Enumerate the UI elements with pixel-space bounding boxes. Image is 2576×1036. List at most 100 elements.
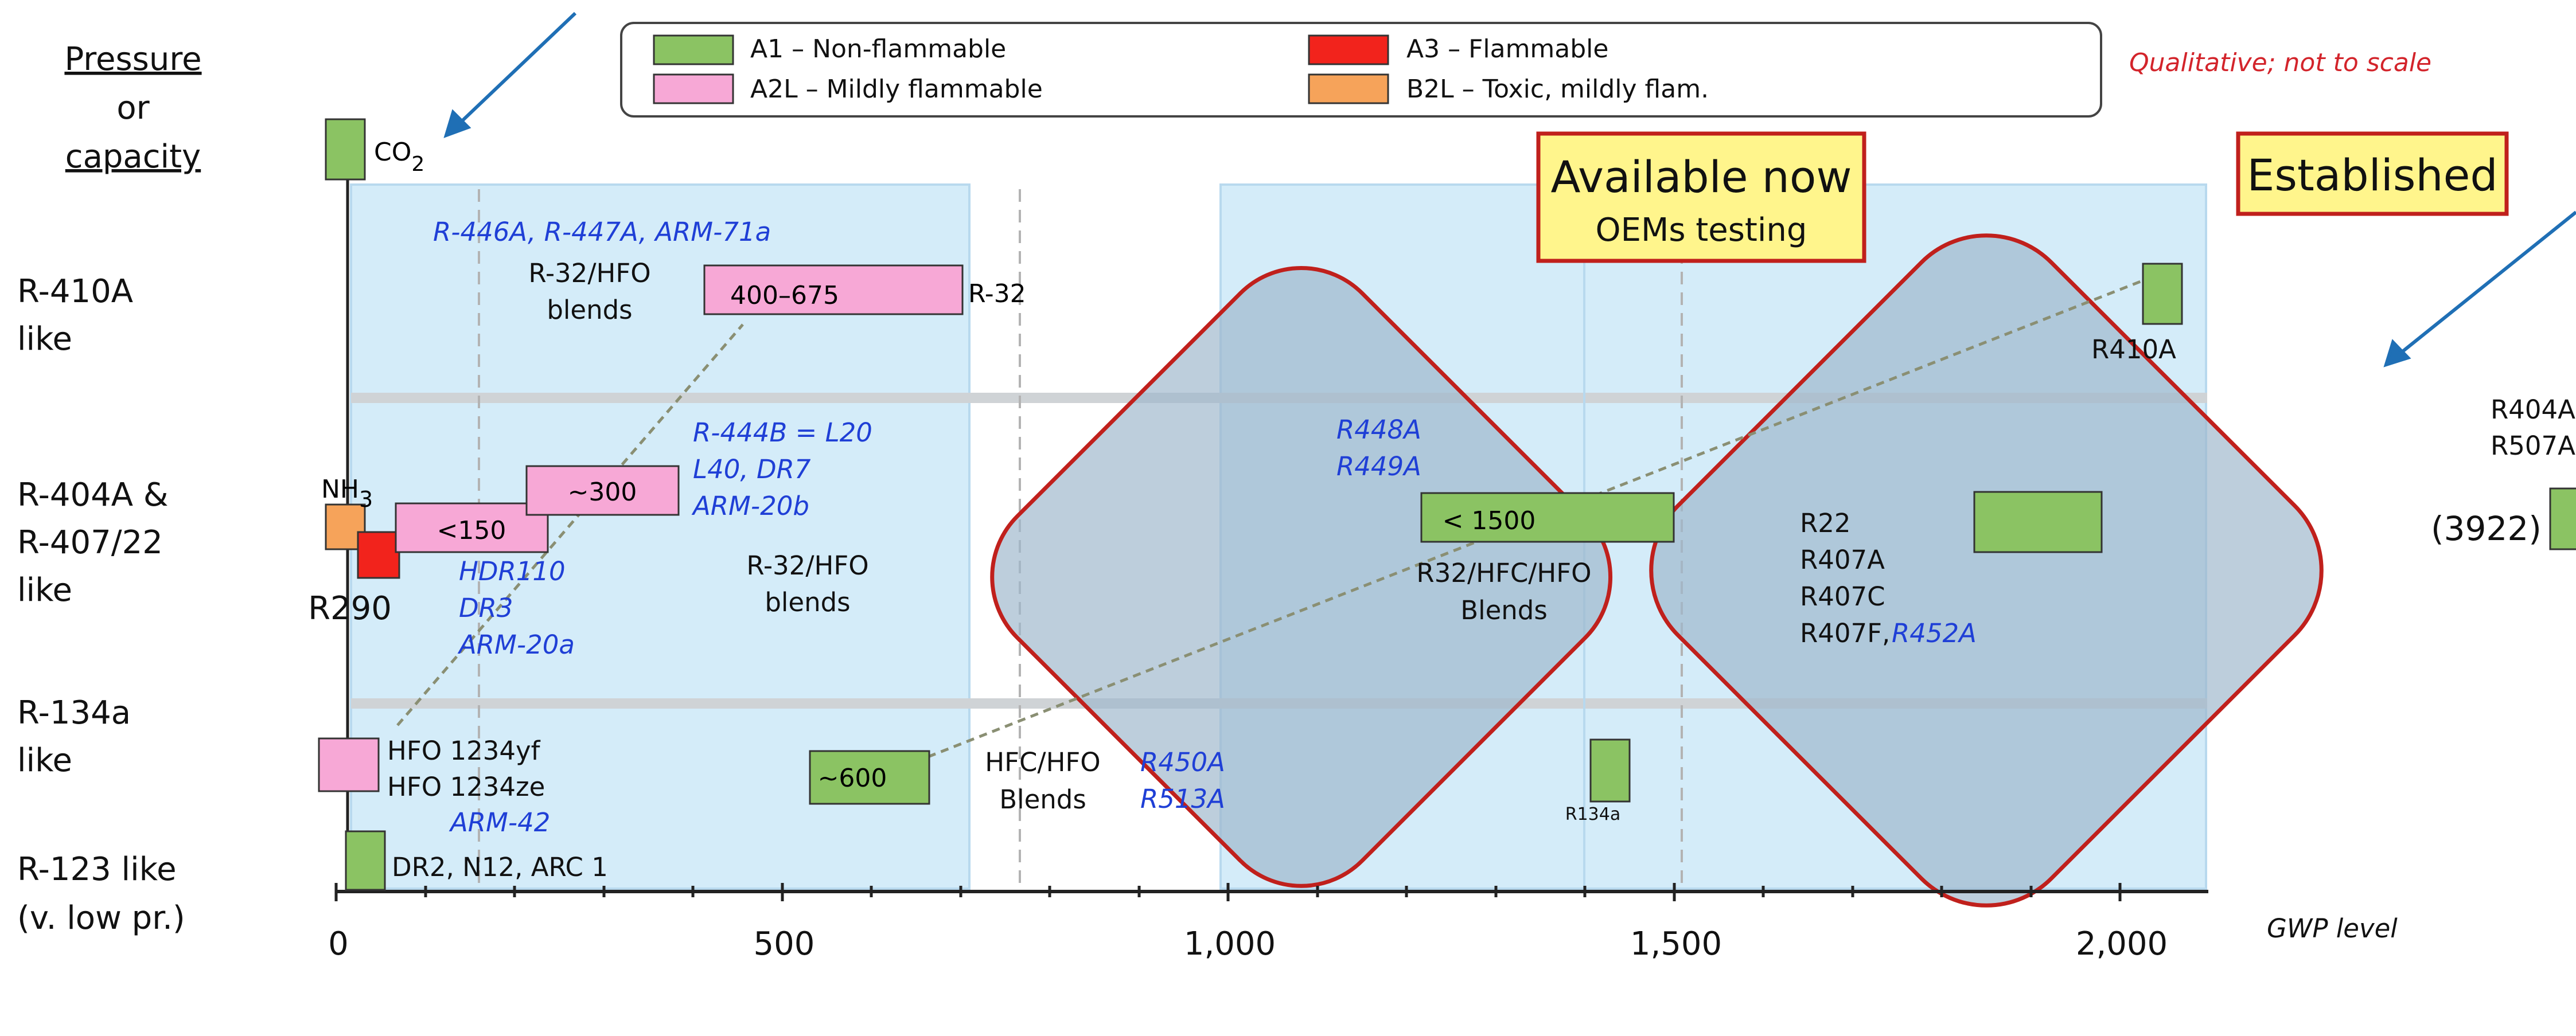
r290-label: R290 — [308, 590, 392, 627]
r32hfc-line2: Blends — [1460, 595, 1548, 625]
arrow-to-r404a — [2383, 210, 2576, 368]
blends-404-line1: R-32/HFO — [746, 550, 868, 581]
red-swatch-icon — [1308, 34, 1389, 65]
x-axis-label: GWP level — [2267, 913, 2398, 944]
tick-label-1000: 1,000 — [1184, 925, 1276, 963]
blends-404-line2: blends — [765, 587, 850, 617]
y-title-line2: or — [116, 89, 150, 127]
r134a-small-label: R134a — [1565, 804, 1621, 824]
r404a-150-bar — [395, 502, 549, 553]
orange-swatch-icon — [1308, 73, 1389, 104]
r32hfc-line1: R32/HFC/HFO — [1416, 558, 1591, 588]
tick-label-2000: 2,000 — [2076, 925, 2168, 963]
legend-label-a3: A3 – Flammable — [1406, 34, 1608, 64]
r404a-300-bar — [525, 465, 680, 516]
row-label-r134a: R-134a like — [17, 694, 131, 779]
r407c-label: R407C — [1800, 581, 1885, 612]
svg-text:R-404A &: R-404A & — [17, 476, 169, 514]
legend-label-b2l: B2L – Toxic, mildly flam. — [1406, 75, 1709, 104]
y-title-line3: capacity — [65, 138, 201, 175]
r444b-line1: R-444B = L20 — [693, 417, 872, 448]
svg-text:R-123 like: R-123 like — [17, 851, 177, 888]
r444b-line3: ARM-20b — [691, 491, 809, 521]
hdr-line3: ARM-20a — [457, 630, 575, 660]
r407a-label: R407A — [1800, 545, 1885, 575]
r32-range-bar — [703, 264, 964, 315]
r448-line1: R448A — [1336, 415, 1421, 445]
hfo-line1: HFO 1234yf — [387, 736, 541, 766]
r407f-label: R407F, — [1800, 618, 1890, 648]
hdr-line2: DR3 — [459, 593, 513, 623]
co2-label: CO2 — [374, 138, 424, 176]
r446-label: R-446A, R-447A, ARM-71a — [433, 217, 771, 247]
row-label-r404a: R-404A & R-407/22 like — [17, 476, 169, 609]
r507a-label: R507A — [2491, 431, 2575, 461]
x-axis-ticks — [334, 883, 2122, 901]
svg-text:R-407/22: R-407/22 — [17, 524, 163, 561]
established-callout: Established — [2236, 131, 2509, 216]
svg-text:R-134a: R-134a — [17, 694, 131, 732]
r134a-600-bar — [809, 750, 930, 805]
row-label-r123: R-123 like (v. low pr.) — [17, 851, 185, 937]
arrow-to-co2 — [443, 11, 577, 138]
x-axis-tick-labels: 0 500 1,000 1,500 2,000 — [328, 925, 2168, 963]
r32-label: R-32 — [968, 279, 1026, 308]
svg-text:Established: Established — [2247, 150, 2497, 201]
legend: A1 – Non-flammable A2L – Mildly flammabl… — [620, 22, 2102, 118]
hfo-bar — [318, 737, 380, 792]
r404a-150-label: <150 — [437, 516, 506, 545]
r410a-label: R410A — [2091, 334, 2176, 365]
available-now-diamond — [990, 265, 1613, 888]
legend-label-a2l: A2L – Mildly flammable — [750, 75, 1043, 104]
svg-text:R-410A: R-410A — [17, 273, 133, 310]
tick-label-1500: 1,500 — [1630, 925, 1722, 963]
r22-label: R22 — [1800, 508, 1851, 538]
tick-label-500: 500 — [754, 925, 815, 963]
row-label-r410a: R-410A like — [17, 273, 133, 358]
r410a-bar — [2142, 263, 2183, 325]
established-diamond — [1649, 233, 2324, 908]
lt1500-bar — [1420, 492, 1675, 543]
blends-410-line1: R-32/HFO — [528, 258, 650, 288]
r448-line2: R449A — [1336, 451, 1421, 482]
svg-text:OEMs testing: OEMs testing — [1596, 212, 1807, 249]
r32-range-label: 400–675 — [730, 281, 839, 310]
nh3-label: NH3 — [321, 475, 373, 512]
blends-410-line2: blends — [547, 295, 632, 325]
available-now-callout: Available now OEMs testing — [1536, 131, 1866, 263]
hfo-line2: HFO 1234ze — [387, 772, 545, 802]
r134a-bar — [1589, 738, 1631, 803]
dr2-label: DR2, N12, ARC 1 — [392, 852, 608, 882]
svg-text:Available now: Available now — [1551, 151, 1852, 202]
r450-line1: R450A — [1140, 747, 1225, 777]
green-swatch-icon — [653, 34, 734, 65]
arm42-label: ARM-42 — [449, 807, 550, 838]
value-3922: (3922) — [2431, 509, 2542, 548]
legend-box — [620, 22, 2102, 118]
tick-label-0: 0 — [328, 925, 349, 963]
hdr-line1: HDR110 — [459, 556, 566, 587]
legend-label-a1: A1 – Non-flammable — [750, 34, 1006, 64]
hfchfo-line1: HFC/HFO — [985, 747, 1100, 777]
r22-group-bar — [1973, 491, 2103, 553]
svg-text:like: like — [17, 742, 72, 779]
r404a-r507a-bar — [2549, 487, 2576, 550]
y-title-line1: Pressure — [64, 41, 201, 78]
pink-swatch-icon — [653, 73, 734, 104]
svg-text:(v. low pr.): (v. low pr.) — [17, 900, 185, 937]
hfchfo-line2: Blends — [999, 784, 1086, 815]
trend-line — [396, 323, 744, 726]
r450-line2: R513A — [1140, 784, 1225, 814]
svg-text:like: like — [17, 320, 72, 358]
r290-bar — [357, 531, 400, 579]
lt1500-label: < 1500 — [1443, 506, 1536, 535]
y-axis-title: Pressure or capacity — [64, 41, 201, 175]
svg-text:like: like — [17, 572, 72, 609]
scale-note: Qualitative; not to scale — [2129, 48, 2431, 77]
co2-bar — [325, 118, 366, 181]
r123-bar — [345, 830, 386, 891]
r404a-label: R404A — [2491, 394, 2575, 425]
r444b-line2: L40, DR7 — [693, 454, 811, 484]
r134a-600-label: ~600 — [818, 764, 887, 793]
